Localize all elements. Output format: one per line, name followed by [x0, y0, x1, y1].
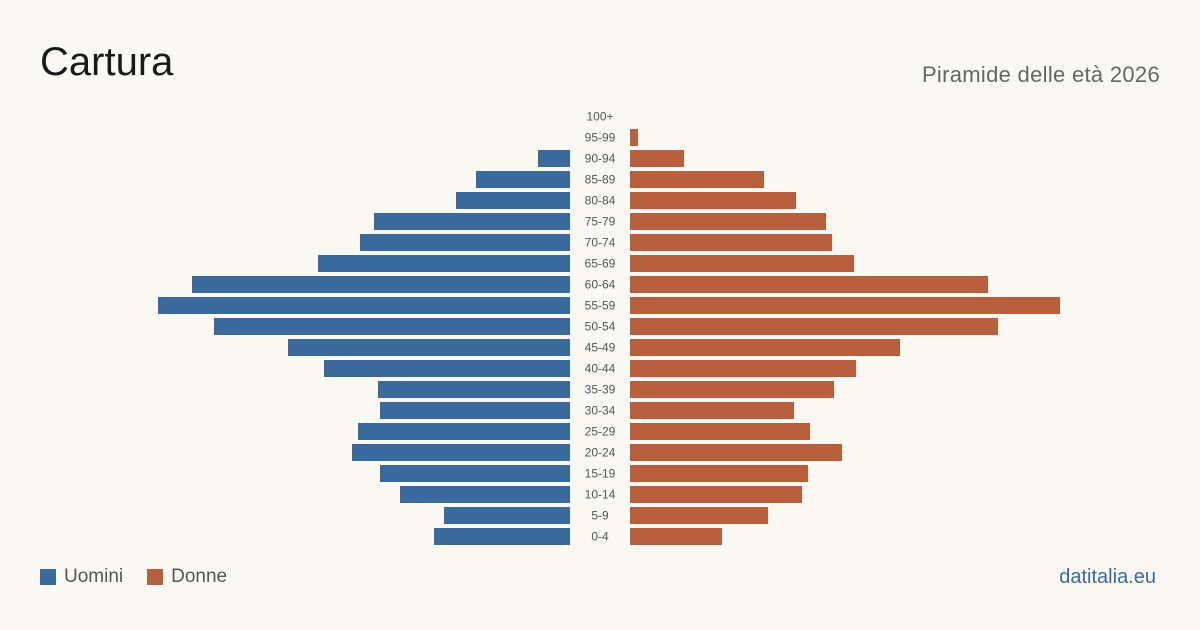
bar-men-5-9 — [444, 507, 570, 524]
age-label-5-9: 5-9 — [591, 509, 609, 523]
legend-item-women: Donne — [147, 566, 227, 588]
bar-women-95-99 — [630, 129, 638, 146]
age-label-60-64: 60-64 — [585, 278, 616, 292]
bar-women-35-39 — [630, 381, 834, 398]
age-label-75-79: 75-79 — [585, 215, 616, 229]
bar-women-45-49 — [630, 339, 900, 356]
bar-men-25-29 — [358, 423, 570, 440]
age-label-0-4: 0-4 — [591, 530, 609, 544]
men-bars — [158, 150, 570, 545]
bar-men-50-54 — [214, 318, 570, 335]
bar-women-5-9 — [630, 507, 768, 524]
bar-men-90-94 — [538, 150, 570, 167]
bar-women-75-79 — [630, 213, 826, 230]
brand-link[interactable]: datitalia.eu — [1059, 566, 1156, 588]
age-label-65-69: 65-69 — [585, 257, 616, 271]
bar-women-40-44 — [630, 360, 856, 377]
age-label-90-94: 90-94 — [585, 152, 616, 166]
age-label-40-44: 40-44 — [585, 362, 616, 376]
bar-women-90-94 — [630, 150, 684, 167]
bar-men-30-34 — [380, 402, 570, 419]
legend-label-women: Donne — [171, 566, 228, 587]
bar-men-55-59 — [158, 297, 570, 314]
bar-men-80-84 — [456, 192, 570, 209]
bar-men-35-39 — [378, 381, 570, 398]
bar-women-20-24 — [630, 444, 842, 461]
bar-women-0-4 — [630, 528, 722, 545]
bar-women-30-34 — [630, 402, 794, 419]
age-label-20-24: 20-24 — [585, 446, 616, 460]
bar-women-50-54 — [630, 318, 998, 335]
bar-men-10-14 — [400, 486, 570, 503]
bar-men-20-24 — [352, 444, 570, 461]
legend-item-men: Uomini — [40, 566, 123, 588]
age-label-55-59: 55-59 — [585, 299, 616, 313]
page-title: Cartura — [40, 40, 174, 84]
age-label-80-84: 80-84 — [585, 194, 616, 208]
bar-men-40-44 — [324, 360, 570, 377]
age-label-50-54: 50-54 — [585, 320, 616, 334]
legend: Uomini Donne — [40, 566, 251, 588]
bar-women-10-14 — [630, 486, 802, 503]
bar-women-55-59 — [630, 297, 1060, 314]
age-label-30-34: 30-34 — [585, 404, 616, 418]
women-bars — [630, 129, 1060, 545]
bar-men-60-64 — [192, 276, 570, 293]
age-label-15-19: 15-19 — [585, 467, 616, 481]
age-label-45-49: 45-49 — [585, 341, 616, 355]
chart-subtitle: Piramide delle età 2026 — [921, 62, 1160, 87]
age-label-70-74: 70-74 — [585, 236, 616, 250]
age-label-25-29: 25-29 — [585, 425, 616, 439]
bar-men-45-49 — [288, 339, 570, 356]
bar-women-85-89 — [630, 171, 764, 188]
bar-men-0-4 — [434, 528, 570, 545]
age-label-35-39: 35-39 — [585, 383, 616, 397]
bar-men-70-74 — [360, 234, 570, 251]
bar-women-25-29 — [630, 423, 810, 440]
bar-men-15-19 — [380, 465, 570, 482]
bar-women-15-19 — [630, 465, 808, 482]
age-label-95-99: 95-99 — [585, 131, 616, 145]
bar-women-65-69 — [630, 255, 854, 272]
bar-men-85-89 — [476, 171, 570, 188]
legend-swatch-men — [40, 569, 56, 585]
legend-swatch-women — [147, 569, 164, 585]
age-label-85-89: 85-89 — [585, 173, 616, 187]
age-label-10-14: 10-14 — [585, 488, 616, 502]
bar-men-75-79 — [374, 213, 570, 230]
bar-men-65-69 — [318, 255, 570, 272]
legend-label-men: Uomini — [64, 566, 124, 587]
age-label-100plus: 100+ — [586, 110, 613, 124]
bar-women-80-84 — [630, 192, 796, 209]
bar-women-60-64 — [630, 276, 988, 293]
age-labels: 100+ 95-99 90-94 85-89 80-84 75-79 70-74 65-69 6… — [585, 110, 616, 544]
bar-women-70-74 — [630, 234, 832, 251]
